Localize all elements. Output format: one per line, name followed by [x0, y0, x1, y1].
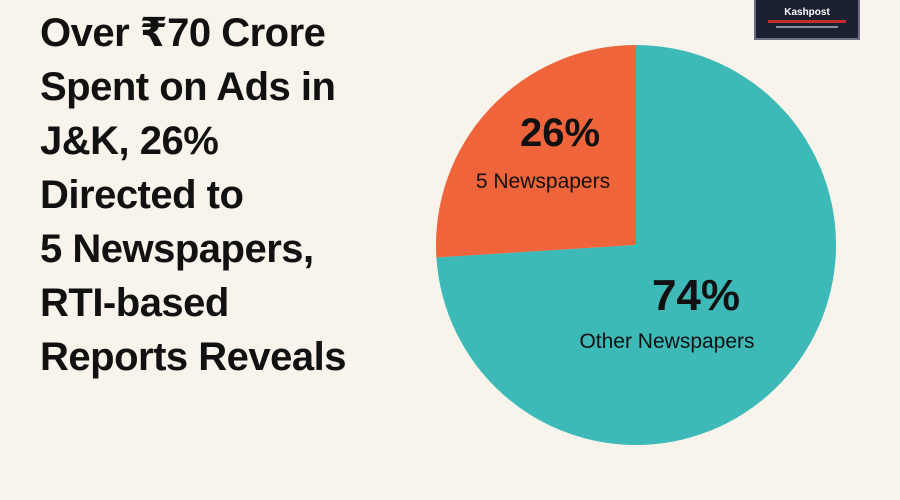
- headline-line-4: Directed to: [40, 173, 244, 217]
- pie-slice-other-newspapers: [436, 45, 836, 446]
- pie-slices: [436, 45, 836, 446]
- headline-line-6: RTI-based: [40, 281, 229, 325]
- headline-line-2: Spent on Ads in: [40, 65, 336, 109]
- slice-percent-label-2: 74%: [652, 271, 740, 320]
- pie-labels: 26% 5 Newspapers 74% Other Newspapers: [476, 111, 755, 353]
- pie-slice-5-newspapers: [436, 45, 636, 258]
- kashpost-logo: Kashpost: [754, 0, 860, 40]
- headline-line-3: J&K, 26%: [40, 119, 219, 163]
- headline: Over ₹70 Crore Spent on Ads in J&K, 26% …: [40, 6, 440, 384]
- slice-category-label-1: 5 Newspapers: [476, 170, 610, 193]
- headline-line-7: Reports Reveals: [40, 335, 346, 379]
- logo-accent-bar: [768, 20, 846, 23]
- headline-line-1: Over ₹70 Crore: [40, 11, 326, 55]
- headline-line-5: 5 Newspapers,: [40, 227, 314, 271]
- logo-tagline-line: [776, 26, 838, 28]
- logo-text: Kashpost: [784, 7, 830, 18]
- slice-percent-label-1: 26%: [520, 111, 600, 155]
- slice-category-label-2: Other Newspapers: [579, 330, 754, 353]
